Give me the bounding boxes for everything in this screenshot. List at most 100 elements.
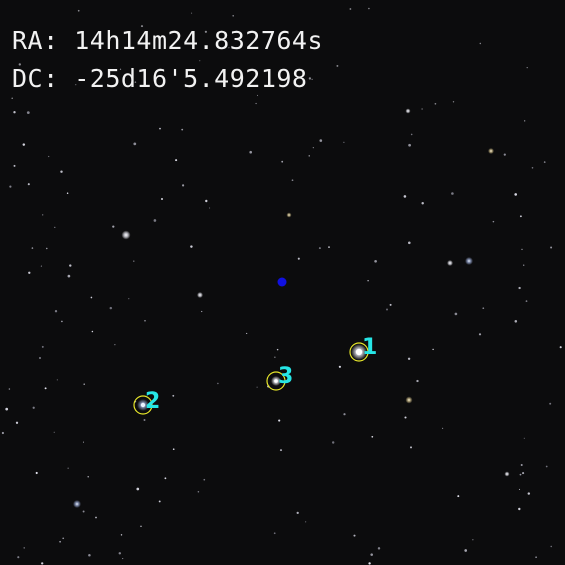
faint-star — [370, 553, 373, 556]
faint-star — [374, 259, 377, 263]
faint-star — [531, 167, 534, 169]
faint-star — [90, 296, 93, 299]
faint-star — [5, 407, 9, 411]
marker-circle — [133, 395, 153, 415]
faint-star — [407, 357, 411, 361]
faint-star — [454, 312, 458, 316]
faint-star — [543, 161, 546, 163]
faint-star — [503, 153, 506, 156]
marker-label-1: 1 — [362, 335, 377, 360]
faint-star — [144, 319, 146, 322]
marked-star-core — [274, 379, 278, 383]
faint-star — [122, 558, 124, 560]
faint-star — [159, 127, 161, 130]
faint-star — [48, 155, 50, 158]
faint-star — [172, 394, 175, 397]
faint-star — [519, 215, 522, 218]
faint-star — [319, 139, 323, 142]
faint-star — [367, 280, 369, 282]
faint-star — [255, 102, 257, 105]
bright-star — [405, 108, 411, 114]
faint-star — [120, 534, 123, 536]
faint-star — [42, 214, 44, 216]
faint-star — [128, 298, 130, 300]
marked-star-1[interactable]: 1 — [349, 335, 377, 362]
faint-star — [308, 77, 312, 80]
faint-star — [305, 521, 307, 523]
faint-star — [434, 102, 437, 105]
faint-star — [26, 111, 30, 114]
field-center-dot — [277, 277, 287, 287]
faint-star — [133, 142, 137, 146]
faint-star — [410, 133, 413, 136]
faint-star — [457, 495, 460, 498]
faint-star — [40, 265, 42, 267]
faint-star — [408, 241, 411, 245]
bright-star — [286, 212, 292, 218]
faint-star — [343, 413, 346, 416]
faint-star — [140, 525, 142, 527]
faint-star — [526, 67, 528, 69]
marker-circle — [349, 342, 369, 362]
bright-star — [488, 148, 494, 154]
faint-star — [522, 472, 525, 475]
faint-star — [133, 260, 135, 262]
faint-star — [464, 549, 468, 552]
faint-star — [60, 170, 63, 173]
faint-star — [336, 64, 339, 67]
faint-star — [549, 402, 552, 405]
faint-star — [15, 421, 19, 424]
faint-star — [232, 15, 234, 17]
faint-star — [353, 534, 356, 537]
faint-star — [204, 30, 207, 33]
faint-star — [338, 365, 341, 368]
marker-label-2: 2 — [145, 389, 160, 414]
faint-star — [524, 120, 526, 122]
marked-star-2[interactable]: 2 — [133, 389, 160, 415]
faint-star — [53, 431, 55, 433]
faint-star — [112, 225, 115, 228]
faint-star — [18, 63, 21, 66]
faint-star — [17, 556, 20, 559]
bright-star — [447, 260, 453, 266]
marked-star-3[interactable]: 3 — [266, 364, 293, 391]
faint-star — [118, 552, 122, 555]
faint-star — [273, 532, 276, 535]
faint-star — [75, 84, 77, 86]
faint-star — [410, 446, 412, 449]
faint-star — [32, 406, 35, 409]
faint-star — [519, 473, 522, 476]
faint-star — [44, 387, 47, 390]
faint-star — [1, 431, 4, 435]
faint-star — [318, 247, 321, 250]
faint-star — [61, 320, 63, 323]
faint-star — [54, 226, 56, 229]
faint-star — [482, 307, 485, 310]
background-stars — [1, 7, 562, 565]
faint-star — [403, 195, 407, 198]
faint-star — [38, 356, 42, 360]
faint-star — [134, 81, 137, 83]
ra-value: 14h14m24.832764s — [74, 26, 324, 55]
faint-star — [479, 42, 482, 45]
faint-star — [312, 147, 314, 149]
faint-star — [197, 491, 200, 493]
faint-star — [416, 379, 419, 383]
faint-star — [514, 320, 518, 323]
faint-star — [249, 150, 252, 154]
bright-star — [197, 292, 203, 298]
faint-star — [23, 547, 25, 549]
faint-star — [67, 467, 69, 469]
faint-star — [432, 348, 434, 351]
faint-star — [82, 441, 85, 443]
ra-readout: RA: 14h14m24.832764s — [12, 26, 323, 56]
faint-star — [274, 356, 276, 358]
faint-star — [31, 247, 34, 249]
faint-star — [452, 101, 455, 103]
faint-star — [311, 78, 313, 80]
faint-star — [228, 47, 230, 49]
faint-star — [172, 448, 175, 451]
bright-star — [73, 500, 81, 508]
